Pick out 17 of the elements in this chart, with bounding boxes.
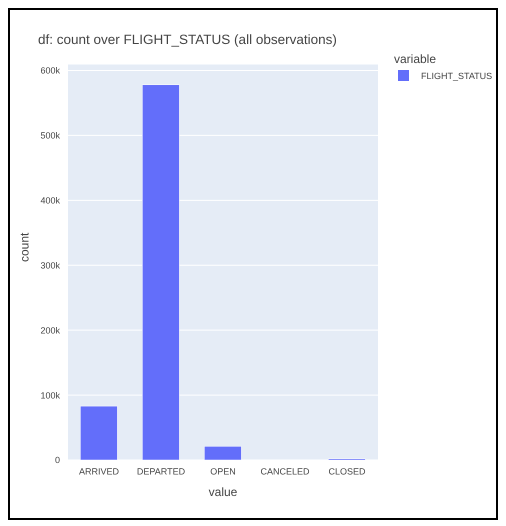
x-axis-title: value (208, 485, 238, 499)
x-tick-label: CANCELED (260, 466, 310, 476)
legend-label: FLIGHT_STATUS (420, 70, 494, 81)
x-tick-label: DEPARTED (136, 466, 186, 476)
x-tick-label: ARRIVED (78, 466, 120, 476)
legend-title: variable (394, 52, 438, 66)
y-tick-label: 500k (40, 130, 60, 141)
y-tick-label: 0 (54, 455, 60, 466)
y-tick-label: 600k (40, 66, 60, 76)
chart-title: df: count over FLIGHT_STATUS (all observations) (38, 32, 337, 47)
x-tick-label: OPEN (210, 466, 236, 476)
y-tick-label: 300k (40, 260, 60, 270)
y-tick-label: 200k (40, 325, 60, 336)
y-tick-label: 400k (40, 196, 60, 206)
y-tick-label: 100k (40, 390, 60, 400)
y-axis-title: count (17, 232, 32, 262)
x-tick-label: CLOSED (328, 466, 366, 476)
